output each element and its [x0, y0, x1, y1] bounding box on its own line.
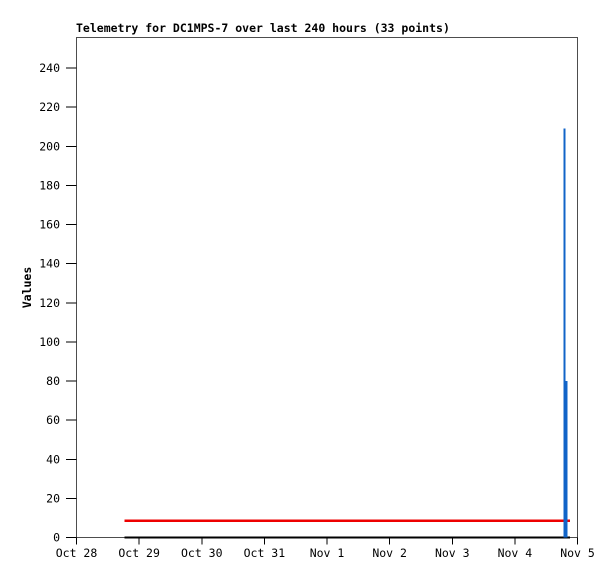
x-tick-label: Oct 31 — [244, 546, 286, 560]
y-tick-label: 0 — [53, 531, 60, 545]
chart-title: Telemetry for DC1MPS-7 over last 240 hou… — [76, 21, 450, 35]
y-axis-label: Values — [20, 267, 34, 309]
x-tick-label: Oct 28 — [56, 546, 98, 560]
y-tick-label: 20 — [46, 491, 60, 505]
x-tick-label: Nov 1 — [310, 546, 345, 560]
y-tick-label: 240 — [39, 61, 60, 75]
plot-border — [76, 37, 578, 538]
y-tick-label: 80 — [46, 374, 60, 388]
x-tick-label: Nov 4 — [498, 546, 533, 560]
y-tick-label: 120 — [39, 296, 60, 310]
y-tick-label: 40 — [46, 452, 60, 466]
y-tick-label: 200 — [39, 139, 60, 153]
y-tick-label: 60 — [46, 413, 60, 427]
x-tick-label: Nov 5 — [560, 546, 595, 560]
y-tick-label: 100 — [39, 335, 60, 349]
y-tick-label: 160 — [39, 218, 60, 232]
y-tick-label: 180 — [39, 178, 60, 192]
y-tick-label: 140 — [39, 257, 60, 271]
x-tick-label: Nov 2 — [372, 546, 407, 560]
plot-area: 0 20 40 60 80 100 120 140 160 180 200 220 240 Oct 28 O… — [39, 37, 595, 560]
x-tick-label: Nov 3 — [435, 546, 470, 560]
x-tick-label: Oct 30 — [181, 546, 223, 560]
x-tick-label: Oct 29 — [118, 546, 160, 560]
y-tick-label: 220 — [39, 100, 60, 114]
